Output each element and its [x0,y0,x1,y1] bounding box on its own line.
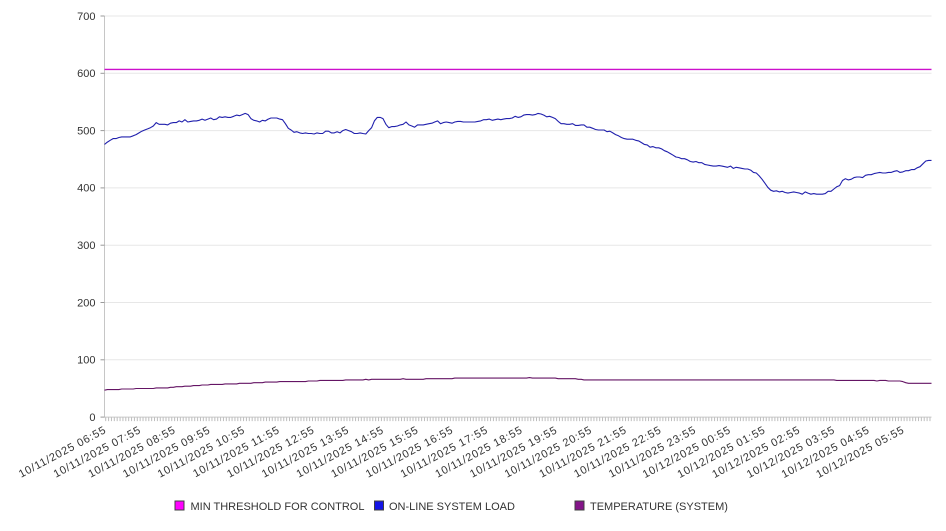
svg-text:0: 0 [89,412,95,424]
svg-text:ON-LINE SYSTEM LOAD: ON-LINE SYSTEM LOAD [389,501,515,513]
svg-text:400: 400 [77,183,95,195]
svg-text:TEMPERATURE (SYSTEM): TEMPERATURE (SYSTEM) [590,501,728,513]
svg-text:MIN THRESHOLD FOR CONTROL: MIN THRESHOLD FOR CONTROL [191,501,365,513]
svg-text:100: 100 [77,355,95,367]
svg-text:500: 500 [77,125,95,137]
svg-text:200: 200 [77,297,95,309]
svg-text:300: 300 [77,240,95,252]
svg-text:700: 700 [77,11,95,23]
svg-text:600: 600 [77,68,95,80]
